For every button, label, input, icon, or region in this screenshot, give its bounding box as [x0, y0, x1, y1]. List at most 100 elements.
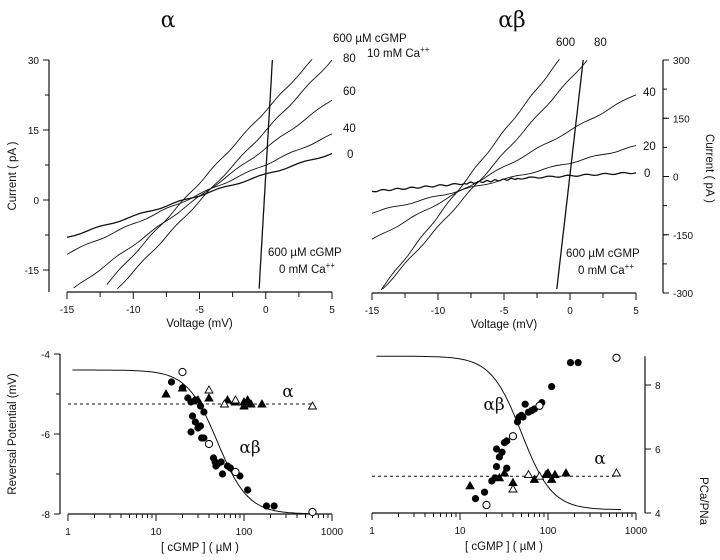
- alpha-open-triangle: [523, 469, 534, 479]
- conc-header: 600 µM cGMP: [333, 33, 407, 45]
- alphabeta-filled-circle: [566, 359, 575, 367]
- trace-0: [371, 171, 637, 193]
- alpha-filled-triangle: [242, 395, 253, 404]
- trace-80: [382, 59, 588, 290]
- y-axis-label: Current ( pA ): [703, 134, 715, 203]
- alpha-filled-triangle: [499, 468, 510, 477]
- alpha-open-triangle: [611, 468, 622, 477]
- alphabeta-filled-circle: [548, 383, 556, 391]
- y-tick-label: 150: [673, 114, 690, 125]
- trace-80: [117, 59, 333, 290]
- trace-label-40: 40: [343, 123, 356, 135]
- conc-header-ca: 10 mM Ca++: [367, 45, 430, 60]
- alphabeta-open-circle: [612, 353, 621, 362]
- alphabeta-filled-circle: [212, 462, 220, 470]
- y-tick-label: 0: [33, 196, 39, 207]
- x-tick-label: 0: [263, 305, 269, 316]
- x-tick-label: -5: [500, 306, 509, 317]
- alphabeta-filled-circle: [471, 495, 480, 503]
- trace-label-40: 40: [643, 87, 656, 99]
- trace-40: [66, 133, 333, 255]
- x-tick-label: 1: [65, 527, 71, 538]
- zero-ca-label-ca: 0 mM Ca++: [279, 261, 335, 276]
- alphabeta-filled-circle: [262, 502, 271, 510]
- zero-ca-label-ca: 0 mM Ca++: [578, 262, 634, 277]
- alphabeta-open-circle: [231, 467, 240, 477]
- panel-title: αβ: [498, 8, 526, 33]
- y-tick-label: 4: [655, 509, 661, 520]
- trace-40: [371, 94, 637, 240]
- alpha-filled-triangle: [465, 480, 475, 490]
- alpha-label: α: [594, 449, 606, 469]
- alphabeta-open-circle: [178, 367, 187, 377]
- alpha-filled-triangle: [546, 474, 557, 483]
- x-tick-label: 1: [369, 526, 375, 537]
- alphabeta-filled-circle: [503, 437, 511, 445]
- alpha-filled-triangle: [561, 468, 571, 477]
- alphabeta-filled-circle: [521, 400, 529, 408]
- alphabeta-filled-circle: [519, 413, 527, 421]
- x-tick-label: 100: [236, 527, 253, 538]
- alpha-filled-triangle: [541, 469, 551, 479]
- alphabeta-label: αβ: [239, 438, 260, 458]
- panel-title: α: [161, 8, 176, 33]
- y-tick-label: -6: [41, 430, 50, 441]
- trace-600: [380, 59, 560, 291]
- x-tick-label: -15: [365, 306, 380, 317]
- alphabeta-filled-circle: [187, 428, 195, 436]
- x-axis-label: Voltage (mV): [166, 318, 233, 330]
- trace-label-600: 600: [556, 37, 575, 49]
- alphabeta-open-circle: [204, 439, 214, 449]
- alphabeta-fit-curve: [72, 369, 317, 515]
- trace-600-0ca: [258, 59, 274, 289]
- y-tick-label: -150: [673, 231, 693, 242]
- alphabeta-label: αβ: [483, 395, 504, 415]
- alpha-open-triangle: [219, 399, 230, 408]
- trace-label-0: 0: [644, 168, 650, 180]
- y-axis-label: Reversal Potential (mV): [7, 373, 19, 495]
- y-tick-label: 15: [28, 126, 40, 137]
- trace-600-0ca: [556, 59, 584, 290]
- y-tick-label: -15: [25, 266, 40, 277]
- alpha-filled-triangle: [550, 469, 560, 479]
- y-axis-label: Current ( pA ): [7, 141, 19, 210]
- x-tick-label: -5: [195, 305, 204, 316]
- x-axis-label: [ cGMP ] ( µM ): [161, 542, 239, 554]
- x-axis-label: [ cGMP ] ( µM ): [465, 541, 543, 553]
- alphabeta-filled-circle: [217, 458, 225, 466]
- trace-label-20: 20: [643, 141, 656, 153]
- trace-label-60: 60: [343, 86, 356, 98]
- alpha-filled-triangle: [193, 395, 203, 404]
- alphabeta-filled-circle: [200, 434, 208, 442]
- alphabeta-filled-circle: [492, 463, 501, 471]
- zero-ca-label: 600 µM cGMP: [566, 248, 640, 260]
- alphabeta-open-circle: [482, 500, 491, 510]
- alpha-filled-triangle: [257, 399, 267, 408]
- y-tick-label: 8: [655, 381, 661, 392]
- alpha-open-triangle: [230, 395, 241, 404]
- trace-0: [66, 152, 333, 238]
- alphabeta-filled-circle: [167, 378, 176, 386]
- alpha-open-triangle: [307, 401, 318, 410]
- alpha-filled-triangle: [246, 399, 256, 408]
- alpha-filled-triangle: [204, 393, 214, 402]
- x-tick-label: 10: [150, 527, 162, 538]
- alphabeta-filled-circle: [574, 359, 582, 367]
- y-axis-label: PCa/PNa: [697, 477, 709, 526]
- y-tick-label: 300: [673, 56, 690, 67]
- alpha-filled-triangle: [177, 383, 188, 392]
- alphabeta-filled-circle: [188, 412, 197, 420]
- alphabeta-filled-circle: [200, 408, 208, 416]
- trace-label-80: 80: [343, 53, 356, 65]
- y-tick-label: -8: [41, 510, 50, 521]
- alphabeta-filled-circle: [196, 422, 205, 430]
- y-tick-label: -4: [41, 350, 50, 361]
- trace-20: [371, 145, 637, 214]
- alpha-filled-triangle: [494, 472, 505, 482]
- x-tick-label: 0: [567, 306, 573, 317]
- y-tick-label: 0: [673, 173, 679, 184]
- alphabeta-fit-curve: [376, 355, 622, 511]
- alphabeta-filled-circle: [480, 488, 489, 496]
- alpha-label: α: [282, 382, 294, 402]
- alpha-filled-triangle: [239, 401, 249, 410]
